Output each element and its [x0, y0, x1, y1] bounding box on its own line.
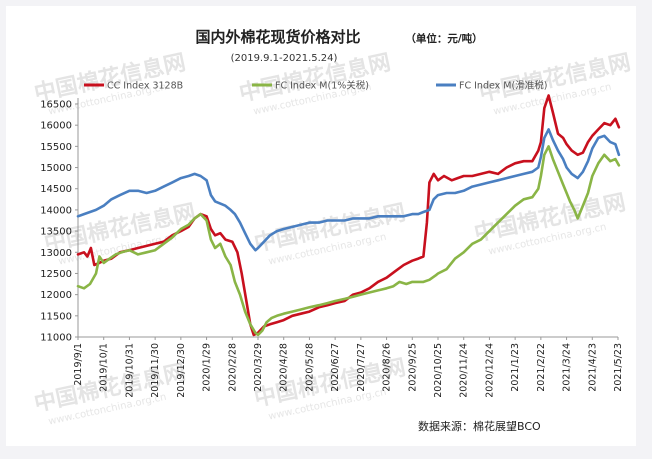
x-tick-label: 2021/5/23 — [613, 343, 624, 392]
x-tick-label: 2019/11/30 — [150, 343, 161, 398]
y-tick-label: 14000 — [40, 205, 72, 216]
x-tick-label: 2019/10/31 — [124, 343, 135, 398]
legend: CC Index 3128B FC Index M(1%关税) FC Index M… — [84, 80, 547, 92]
axes: 11000 11500 12000 12500 13000 13500 14000 14500… — [40, 98, 624, 398]
x-tick-label: 2020/12/24 — [484, 343, 495, 398]
chart-unit: （单位：元/吨） — [405, 32, 482, 45]
x-tick-label: 2020/6/27 — [330, 343, 341, 392]
x-tick-label: 2020/11/24 — [459, 343, 470, 398]
x-tick-label: 2020/1/29 — [202, 343, 213, 392]
x-tick-label: 2020/2/28 — [227, 343, 238, 392]
y-tick-label: 15500 — [40, 142, 72, 153]
y-tick-label: 11000 — [40, 333, 72, 344]
x-tick-label: 2021/2/22 — [536, 343, 547, 392]
chart-card: 中国棉花信息网 www.cottonchina.org.cn 中国棉花信息网 www.… — [6, 6, 636, 446]
y-tick-label: 15000 — [40, 163, 72, 174]
x-tick-label: 2019/10/1 — [99, 343, 110, 392]
y-tick-label: 16000 — [40, 121, 72, 132]
x-tick-label: 2021/1/23 — [510, 343, 521, 392]
x-tick-label: 2020/9/25 — [407, 343, 418, 392]
x-tick-label: 2020/4/28 — [279, 343, 290, 392]
series-line-2 — [76, 145, 621, 337]
y-tick-label: 13000 — [40, 248, 72, 259]
x-tick-label: 2021/3/24 — [562, 343, 573, 392]
y-tick-label: 14500 — [40, 184, 72, 195]
y-tick-label: 11500 — [40, 311, 72, 322]
legend-label: FC Index M(1%关税) — [275, 80, 369, 92]
legend-label: CC Index 3128B — [107, 81, 183, 92]
x-tick-label: 2020/8/26 — [382, 343, 393, 392]
series-line-3 — [76, 128, 621, 252]
x-tick-label: 2020/7/27 — [356, 343, 367, 392]
x-tick-label: 2020/3/29 — [253, 343, 264, 392]
x-tick-label: 2019/12/30 — [176, 343, 187, 398]
y-tick-label: 13500 — [40, 227, 72, 238]
source-note: 数据来源：棉花展望BCO — [418, 419, 541, 433]
y-tick-label: 12000 — [40, 290, 72, 301]
legend-label: FC Index M(滑准税) — [459, 80, 547, 92]
chart-subtitle: (2019.9.1-2021.5.24) — [231, 53, 338, 64]
x-tick-label: 2020/10/25 — [433, 343, 444, 398]
x-tick-label: 2019/9/1 — [73, 343, 84, 386]
series-layer — [76, 94, 621, 337]
x-tick-label: 2021/4/23 — [587, 343, 598, 392]
chart-title: 国内外棉花现货价格对比 — [195, 28, 360, 46]
x-tick-label: 2020/5/28 — [304, 343, 315, 392]
y-tick-label: 16500 — [40, 100, 72, 111]
y-tick-label: 12500 — [40, 269, 72, 280]
